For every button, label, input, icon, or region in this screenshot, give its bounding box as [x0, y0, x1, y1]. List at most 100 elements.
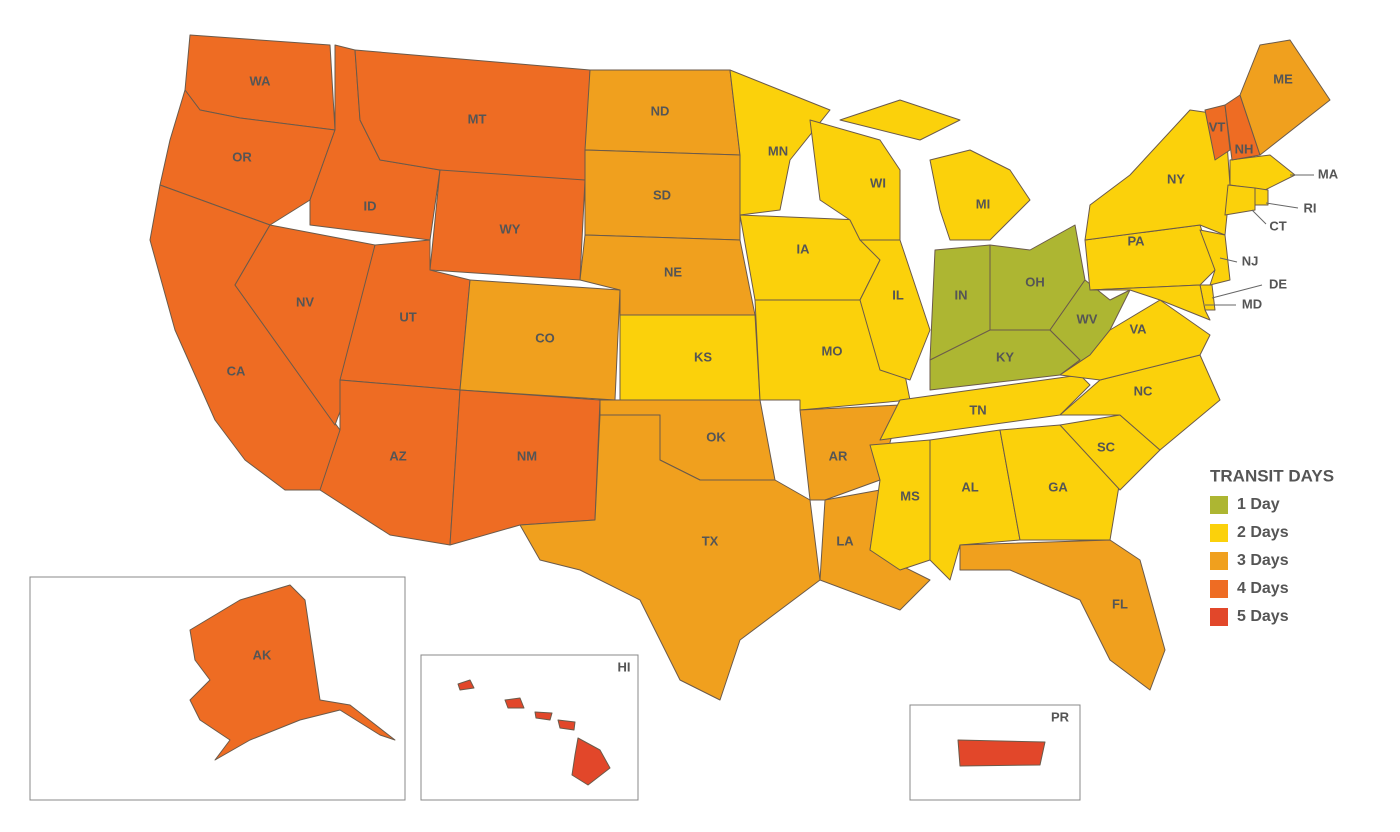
state: MA: [1229, 154, 1339, 191]
state-label: TN: [969, 402, 986, 417]
state-label: CO: [535, 330, 555, 345]
state-label: AL: [961, 479, 978, 494]
legend-swatch: [1210, 552, 1228, 570]
state-label: AZ: [389, 448, 406, 463]
state-label: ND: [651, 103, 670, 118]
leader-line: [1219, 257, 1238, 263]
state: VA: [1059, 299, 1211, 381]
state-shape: [879, 374, 1091, 441]
state: RI: [1254, 187, 1317, 215]
state-shape: [1224, 184, 1256, 216]
state-shape: [1059, 299, 1211, 381]
state-shape: [519, 414, 821, 701]
state-shape: [457, 679, 475, 691]
state-label: AR: [829, 448, 848, 463]
state: ND: [584, 69, 741, 156]
state: MI: [839, 99, 1031, 241]
legend-label: 3 Days: [1237, 552, 1289, 569]
state-shape: [1239, 39, 1331, 156]
state-label: MS: [900, 488, 920, 503]
state-shape: [859, 239, 931, 381]
state-label: WV: [1077, 311, 1098, 326]
state-label: PA: [1127, 233, 1145, 248]
state-label: OR: [232, 149, 252, 164]
state-shape: [1229, 154, 1296, 191]
legend-label: 1 Day: [1237, 496, 1280, 513]
state-label: WY: [500, 221, 521, 236]
state-shape: [504, 697, 525, 709]
legend: 1 Day 2 Days 3 Days 4 Days 5 Days: [1210, 496, 1289, 626]
state: NM: [449, 389, 601, 546]
legend-label: 5 Days: [1237, 608, 1289, 625]
state-shape: [957, 739, 1046, 767]
state-shape: [799, 404, 901, 501]
state-label: NC: [1134, 383, 1153, 398]
state: TN: [879, 374, 1091, 441]
state-label: MT: [468, 111, 487, 126]
state-shape: [1254, 187, 1269, 206]
state-label: KY: [996, 349, 1014, 364]
state: HI: [457, 659, 631, 786]
state-label: SD: [653, 187, 671, 202]
state-label: PR: [1051, 709, 1070, 724]
legend-label: 4 Days: [1237, 580, 1289, 597]
state: FL: [959, 539, 1166, 691]
state-label: MD: [1242, 296, 1262, 311]
state: MN: [729, 69, 831, 216]
state: MD: [1089, 284, 1262, 321]
state-shape: [571, 737, 611, 786]
state-shape: [557, 719, 576, 731]
state-label: WA: [250, 73, 272, 88]
state-label: MO: [822, 343, 843, 358]
state-label: OK: [706, 429, 726, 444]
state: WY: [429, 169, 586, 281]
state-label: MI: [976, 196, 990, 211]
state: AR: [799, 404, 901, 501]
state-shape: [929, 149, 1031, 241]
legend-swatch: [1210, 580, 1228, 598]
state-label: NE: [664, 264, 682, 279]
state-label: ME: [1273, 71, 1293, 86]
leader-line: [1251, 209, 1267, 225]
state-label: VA: [1129, 321, 1147, 336]
state-label: KS: [694, 349, 712, 364]
state-label: UT: [399, 309, 416, 324]
state-label: CT: [1269, 218, 1286, 233]
legend-title: TRANSIT DAYS: [1210, 466, 1334, 485]
state: ME: [1239, 39, 1331, 156]
state-label: NY: [1167, 171, 1185, 186]
state-label: NJ: [1242, 253, 1259, 268]
state: AZ: [319, 379, 461, 546]
state-label: VT: [1209, 119, 1226, 134]
state-shape: [869, 439, 931, 571]
state-shape: [534, 711, 553, 721]
state: IL: [859, 239, 931, 381]
state-label: GA: [1048, 479, 1068, 494]
state-label: IN: [955, 287, 968, 302]
state: TX: [519, 414, 821, 701]
state-shape: [619, 314, 761, 401]
state: CO: [459, 279, 621, 401]
state-label: WI: [870, 175, 886, 190]
leader-line: [1211, 284, 1263, 299]
state-label: SC: [1097, 439, 1116, 454]
state-label: FL: [1112, 596, 1128, 611]
state-label: IL: [892, 287, 904, 302]
state-label: DE: [1269, 276, 1287, 291]
state: MS: [869, 439, 931, 571]
state-shape: [1204, 104, 1231, 161]
state: SD: [584, 149, 741, 241]
state-shape: [1089, 284, 1211, 321]
state-label: NM: [517, 448, 537, 463]
state-label: AK: [253, 647, 272, 662]
legend-swatch: [1210, 608, 1228, 626]
state: KS: [619, 314, 761, 401]
state-label: NV: [296, 294, 314, 309]
state-label: MN: [768, 143, 788, 158]
state-label: MA: [1318, 166, 1339, 181]
inset-box: [420, 654, 639, 801]
state: AK: [189, 584, 396, 761]
leader-line: [1265, 202, 1299, 209]
state: CT: [1224, 184, 1287, 233]
